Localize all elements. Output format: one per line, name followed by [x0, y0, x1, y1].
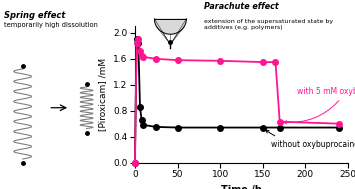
Polygon shape: [154, 19, 186, 34]
Text: without oxybuprocaine: without oxybuprocaine: [266, 130, 355, 149]
Text: Parachute effect: Parachute effect: [204, 2, 279, 11]
Y-axis label: [Piroxicam] /mM: [Piroxicam] /mM: [98, 58, 107, 131]
Text: Spring effect: Spring effect: [4, 11, 65, 20]
Text: extension of the supersaturated state by
additives (e.g. polymers): extension of the supersaturated state by…: [204, 19, 333, 30]
X-axis label: Time /h: Time /h: [221, 185, 262, 189]
Text: temporarily high dissolution: temporarily high dissolution: [4, 22, 97, 28]
Text: with 5 mM oxybuprocaine: with 5 mM oxybuprocaine: [284, 87, 355, 124]
